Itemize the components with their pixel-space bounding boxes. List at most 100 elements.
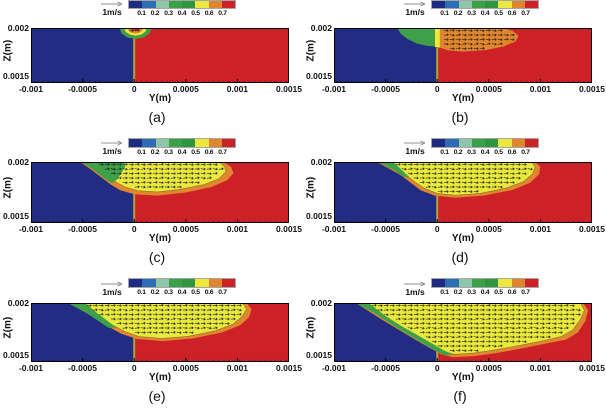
- panel: 1m/s 0.1 0.2 0.3 0.4 0.5 0.6 0.7 Z(m) 0.002 0.…: [303, 0, 606, 130]
- colorbar-swatch: [142, 139, 156, 147]
- x-tick-label: -0.001: [321, 84, 347, 94]
- x-tick-label: 0.0005: [475, 224, 502, 234]
- colorbar-swatch: [182, 279, 196, 287]
- colorbar: 0.1 0.2 0.3 0.4 0.5 0.6 0.7: [431, 278, 539, 297]
- x-tick-label: 0: [131, 224, 137, 234]
- colorbar-swatch: [524, 139, 538, 147]
- colorbar-swatch: [511, 1, 525, 8]
- colorbar-tick-label: 0.5: [494, 10, 503, 17]
- colorbar-swatch: [195, 139, 209, 147]
- colorbar-tick-label: 0.1: [137, 289, 146, 296]
- colorbar-tick-label: 0.5: [191, 10, 200, 17]
- colorbar-tick-label: 0.2: [453, 10, 463, 17]
- x-tick-label: 0: [131, 363, 137, 373]
- colorbar-swatch: [511, 139, 525, 147]
- colorbar-tick-label: 0.1: [440, 289, 449, 296]
- colorbar-swatch: [432, 279, 446, 287]
- contour-plot: [31, 28, 289, 83]
- colorbar-tick-labels: 0.1 0.2 0.3 0.4 0.5 0.6 0.7: [128, 10, 236, 18]
- colorbar-swatch: [208, 139, 222, 147]
- y-tick-top: 0.002: [310, 157, 332, 167]
- colorbar-swatch: [471, 279, 485, 287]
- x-tick-label: 0.0005: [172, 84, 199, 94]
- x-tick-label: 0.001: [529, 84, 552, 94]
- contour-plot: [31, 303, 289, 362]
- colorbar-tick-label: 0.1: [137, 149, 146, 156]
- vector-arrow-icon: [404, 1, 426, 7]
- colorbar-swatch: [129, 139, 143, 147]
- colorbar-swatch: [524, 279, 538, 287]
- x-axis-title: Y(m): [148, 93, 172, 104]
- x-tick-label: 0: [434, 84, 440, 94]
- colorbar-tick-label: 0.6: [507, 149, 517, 156]
- colorbar-tick-labels: 0.1 0.2 0.3 0.4 0.5 0.6 0.7: [431, 149, 539, 157]
- colorbar-swatch: [445, 139, 459, 147]
- colorbar-tick-label: 0.2: [150, 289, 160, 296]
- vector-arrow-icon: [101, 140, 123, 146]
- x-tick-label: -0.0005: [371, 224, 401, 234]
- colorbar-tick-label: 0.7: [218, 149, 227, 156]
- colorbar-tick-label: 0.2: [150, 149, 160, 156]
- colorbar-swatch: [458, 279, 472, 287]
- colorbar-swatches: [128, 138, 236, 148]
- vector-scale: 1m/s: [395, 139, 435, 155]
- y-tick-top: 0.002: [7, 298, 29, 308]
- panel: 1m/s 0.1 0.2 0.3 0.4 0.5 0.6 0.7 Z(m) 0.002 0.…: [0, 0, 303, 130]
- colorbar: 0.1 0.2 0.3 0.4 0.5 0.6 0.7: [431, 138, 539, 157]
- colorbar-tick-labels: 0.1 0.2 0.3 0.4 0.5 0.6 0.7: [431, 289, 539, 297]
- colorbar-swatch: [142, 279, 156, 287]
- colorbar-tick-label: 0.7: [218, 289, 227, 296]
- y-axis-title: Z(m): [2, 316, 14, 338]
- x-tick-label: 0.0005: [172, 224, 199, 234]
- y-axis-title: Z(m): [305, 316, 317, 338]
- colorbar-swatch: [195, 279, 209, 287]
- vector-arrow-icon: [101, 1, 123, 7]
- x-tick-label: 0.0015: [579, 84, 605, 94]
- y-tick-bottom: 0.0015: [3, 210, 29, 221]
- x-tick-label: -0.001: [18, 363, 44, 373]
- vector-scale-label: 1m/s: [405, 146, 425, 156]
- panel-label: (e): [148, 388, 166, 404]
- colorbar-swatch: [471, 1, 485, 8]
- colorbar-swatches: [431, 278, 539, 288]
- colorbar-swatch: [221, 279, 235, 287]
- x-tick-label: 0.001: [226, 224, 249, 234]
- colorbar-swatch: [432, 1, 446, 8]
- x-tick-label: 0.0015: [276, 363, 302, 373]
- colorbar-swatch: [129, 279, 143, 287]
- vector-scale-label: 1m/s: [102, 7, 122, 17]
- contour-plot: [31, 162, 289, 223]
- colorbar: 0.1 0.2 0.3 0.4 0.5 0.6 0.7: [128, 0, 236, 18]
- colorbar-tick-label: 0.4: [480, 149, 490, 156]
- panel-label: (c): [148, 249, 166, 265]
- colorbar-swatch: [168, 1, 182, 8]
- vector-scale: 1m/s: [92, 139, 132, 155]
- colorbar-swatch: [208, 279, 222, 287]
- colorbar-swatches: [128, 278, 236, 288]
- y-tick-bottom: 0.0015: [306, 210, 332, 221]
- y-axis-title: Z(m): [305, 39, 317, 61]
- panel: 1m/s 0.1 0.2 0.3 0.4 0.5 0.6 0.7 Z(m) 0.002 0.…: [0, 130, 303, 270]
- colorbar-tick-label: 0.4: [480, 289, 490, 296]
- x-tick-label: 0.0015: [276, 84, 302, 94]
- colorbar-tick-label: 0.3: [467, 289, 476, 296]
- colorbar-tick-label: 0.4: [480, 10, 490, 17]
- colorbar-tick-label: 0.5: [494, 289, 503, 296]
- contour-plot: [334, 303, 592, 362]
- y-tick-top: 0.002: [7, 157, 29, 167]
- colorbar-swatch: [485, 139, 499, 147]
- panel-label: (a): [148, 109, 166, 125]
- x-tick-label: 0.0015: [276, 224, 302, 234]
- y-tick-top: 0.002: [310, 298, 332, 308]
- vector-arrow-icon: [404, 140, 426, 146]
- colorbar-swatches: [431, 0, 539, 9]
- x-axis-title: Y(m): [451, 93, 475, 104]
- x-axis-title: Y(m): [148, 372, 172, 383]
- colorbar-swatch: [471, 139, 485, 147]
- colorbar-swatch: [485, 279, 499, 287]
- panel-label: (f): [453, 388, 467, 404]
- y-tick-bottom: 0.0015: [3, 349, 29, 360]
- colorbar-tick-label: 0.7: [521, 10, 530, 17]
- colorbar-tick-label: 0.6: [507, 289, 517, 296]
